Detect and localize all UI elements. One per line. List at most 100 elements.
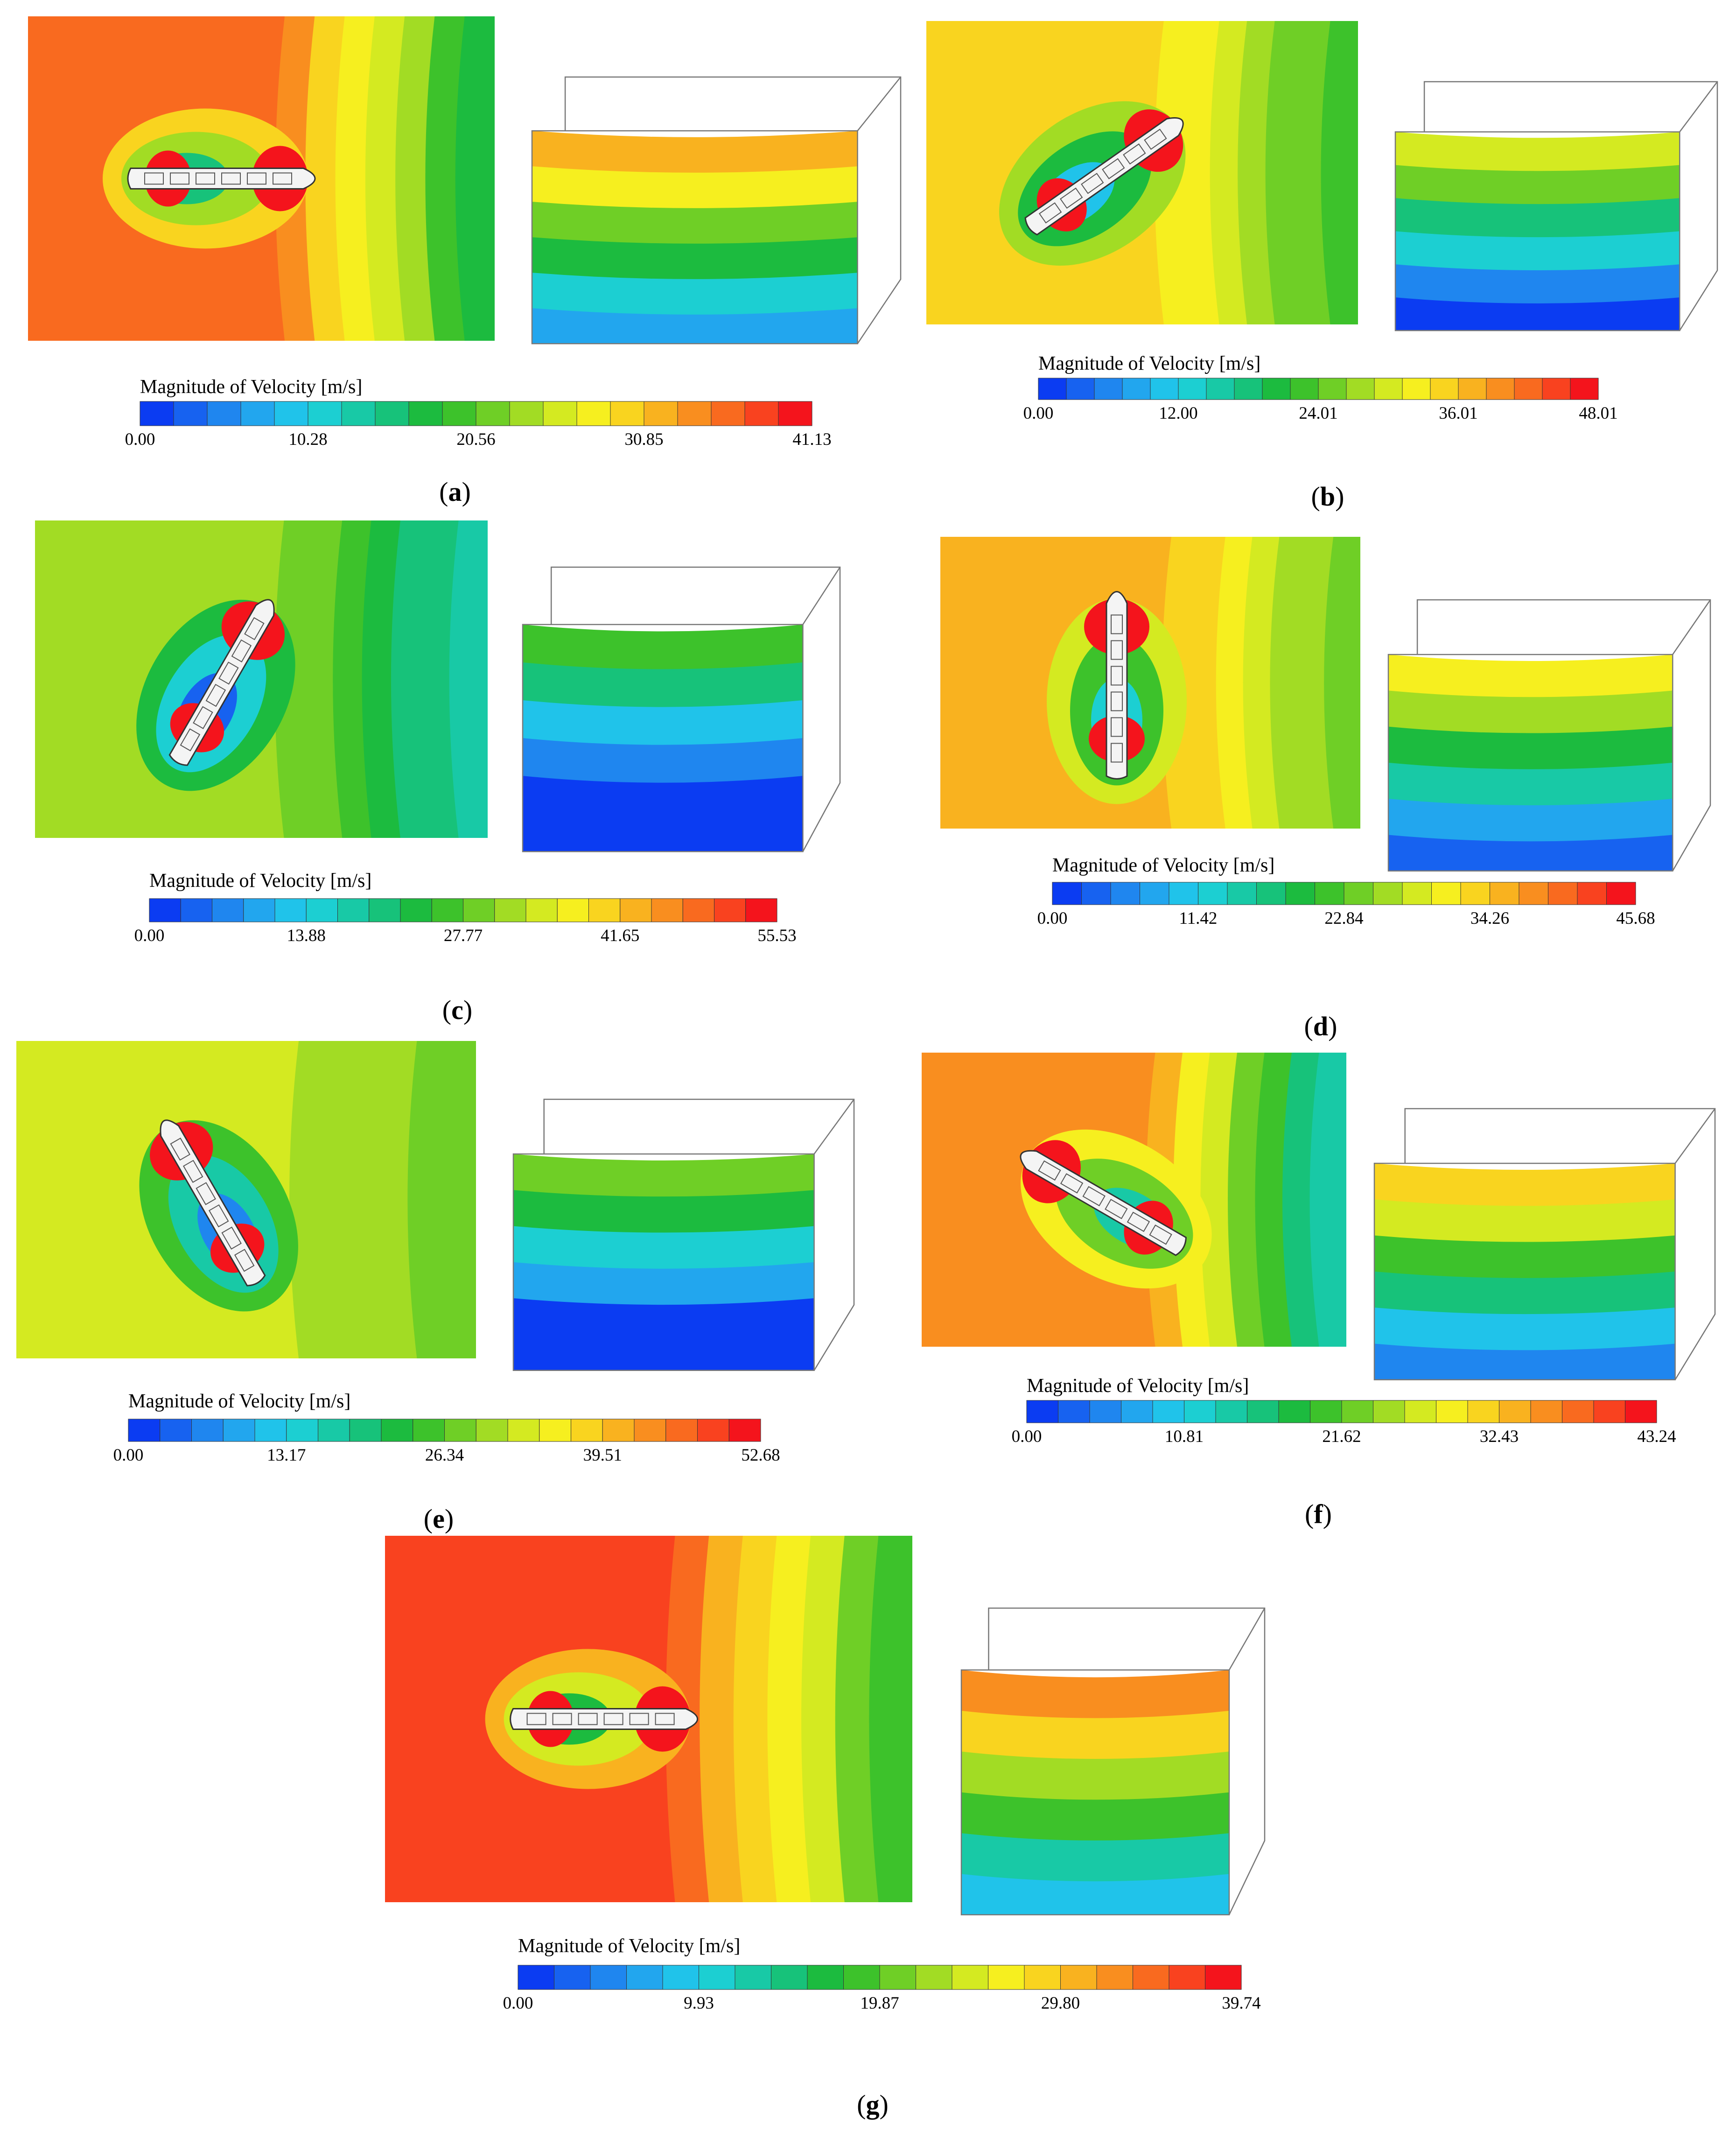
contour-top-view (35, 520, 488, 838)
colorbar-segment (349, 1419, 382, 1442)
colorbar-tick-label: 13.88 (287, 926, 326, 945)
colorbar (518, 1965, 1242, 1990)
colorbar-segment (1285, 882, 1315, 905)
colorbar-tick-label: 0.00 (1023, 404, 1054, 423)
colorbar-segment (1058, 1400, 1090, 1423)
colorbar-segment (1121, 1400, 1153, 1423)
colorbar-tick-label: 30.85 (624, 430, 664, 449)
colorbar-segment (518, 1965, 554, 1990)
colorbar-segment (662, 1965, 699, 1990)
colorbar (140, 401, 812, 426)
colorbar-segment (1215, 1400, 1247, 1423)
colorbar-segment (318, 1419, 350, 1442)
colorbar-tick-label: 29.80 (1041, 1994, 1080, 2013)
colorbar-segment (306, 898, 338, 922)
colorbar-segment (778, 401, 812, 426)
colorbar-segment (444, 1419, 476, 1442)
colorbar-title: Magnitude of Velocity [m/s] (1052, 855, 1275, 876)
colorbar-segment (274, 898, 307, 922)
panel-caption: (f) (1305, 1499, 1332, 1529)
colorbar-segment (879, 1965, 916, 1990)
colorbar-tick-label: 43.24 (1637, 1427, 1676, 1446)
colorbar-segment (476, 1419, 508, 1442)
colorbar-segment (128, 1419, 161, 1442)
colorbar-segment (1404, 1400, 1436, 1423)
colorbar-segment (745, 898, 777, 922)
colorbar-segment (1133, 1965, 1169, 1990)
colorbar-segment (1373, 882, 1403, 905)
colorbar-segment (1530, 1400, 1562, 1423)
colorbar-segment (149, 898, 181, 922)
colorbar-segment (1486, 378, 1515, 400)
colorbar-segment (1514, 378, 1543, 400)
colorbar-tick-label: 26.34 (425, 1446, 464, 1465)
panel-g: Magnitude of Velocity [m/s] 0.00 9.93 19.87… (385, 1536, 1356, 2120)
colorbar-segment (1262, 378, 1291, 400)
colorbar-segment (1625, 1400, 1657, 1423)
colorbar-segment (1542, 378, 1571, 400)
colorbar-segment (408, 401, 443, 426)
colorbar-segment (1344, 882, 1373, 905)
colorbar-segment (1169, 882, 1198, 905)
colorbar-segment (1460, 882, 1490, 905)
panel-c: Magnitude of Velocity [m/s] 0.00 13.88 27.7… (35, 520, 841, 1027)
colorbar-segment (1402, 882, 1432, 905)
colorbar-segment (1373, 1400, 1405, 1423)
panel-e: Magnitude of Velocity [m/s] 0.00 13.17 26.3… (16, 1041, 855, 1534)
colorbar-tick-label: 0.00 (1011, 1427, 1042, 1446)
colorbar-segment (212, 898, 244, 922)
colorbar-segment (1458, 378, 1487, 400)
colorbar-segment (463, 898, 495, 922)
colorbar-segment (1140, 882, 1169, 905)
colorbar-segment (1346, 378, 1375, 400)
contour-cross-section (531, 76, 902, 344)
colorbar-segment (240, 401, 275, 426)
colorbar-segment (576, 401, 611, 426)
colorbar (149, 898, 777, 922)
colorbar-tick-label: 39.51 (583, 1446, 622, 1465)
colorbar-segment (1374, 378, 1403, 400)
colorbar-segment (1315, 882, 1344, 905)
colorbar-segment (507, 1419, 540, 1442)
colorbar-segment (714, 898, 746, 922)
colorbar (1052, 882, 1636, 905)
colorbar-segment (1066, 378, 1095, 400)
colorbar-segment (699, 1965, 735, 1990)
colorbar-segment (571, 1419, 603, 1442)
colorbar-segment (1467, 1400, 1499, 1423)
colorbar-segment (207, 401, 241, 426)
colorbar-title: Magnitude of Velocity [m/s] (140, 376, 363, 398)
colorbar-segment (1431, 882, 1461, 905)
panel-a: Magnitude of Velocity [m/s] 0.00 10.28 20.5… (28, 16, 902, 507)
panel-caption: (b) (1311, 481, 1344, 512)
colorbar-tick-label: 27.77 (443, 926, 483, 945)
colorbar-segment (1150, 378, 1179, 400)
colorbar-segment (1341, 1400, 1373, 1423)
colorbar-segment (1184, 1400, 1216, 1423)
colorbar-segment (286, 1419, 318, 1442)
panel-caption: (c) (442, 995, 473, 1025)
colorbar-segment (413, 1419, 445, 1442)
colorbar-segment (988, 1965, 1025, 1990)
colorbar-tick-label: 0.00 (125, 430, 155, 449)
colorbar-segment (610, 401, 644, 426)
colorbar-segment (254, 1419, 287, 1442)
colorbar-title: Magnitude of Velocity [m/s] (128, 1391, 351, 1412)
colorbar-tick-label: 55.53 (757, 926, 797, 945)
colorbar (1038, 378, 1599, 400)
colorbar-segment (1234, 378, 1263, 400)
colorbar-segment (665, 1419, 698, 1442)
colorbar-segment (1278, 1400, 1310, 1423)
contour-cross-section (1387, 599, 1711, 872)
colorbar-segment (626, 1965, 663, 1990)
contour-top-view (16, 1041, 476, 1358)
colorbar-tick-label: 52.68 (741, 1446, 780, 1465)
colorbar-tick-label: 41.65 (601, 926, 640, 945)
colorbar-segment (1499, 1400, 1531, 1423)
contour-cross-section (1394, 81, 1718, 331)
contour-cross-section (522, 566, 841, 852)
colorbar-segment (494, 898, 526, 922)
colorbar-segment (1548, 882, 1578, 905)
colorbar-segment (1256, 882, 1286, 905)
colorbar-segment (697, 1419, 729, 1442)
